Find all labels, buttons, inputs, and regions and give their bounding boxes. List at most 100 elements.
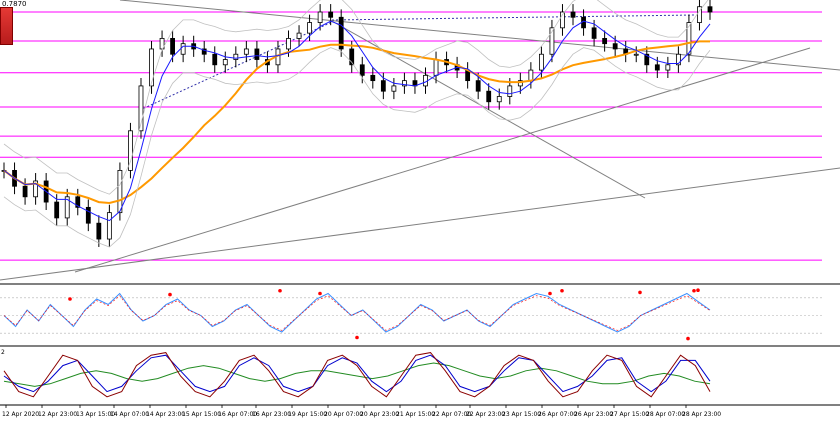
signal-dot bbox=[686, 336, 690, 341]
candle-body bbox=[233, 53, 239, 60]
candle-body bbox=[75, 196, 81, 208]
signal-dot bbox=[560, 288, 564, 293]
signal-dot bbox=[168, 292, 172, 297]
signal-dot bbox=[548, 291, 552, 296]
x-tick-label: 22 Apr 07:00 bbox=[432, 411, 471, 418]
x-tick-label: 26 Apr 07:00 bbox=[538, 411, 577, 418]
candle-body bbox=[328, 11, 334, 18]
price-label: 0.7870 bbox=[2, 0, 27, 8]
candle-body bbox=[149, 48, 154, 87]
candle-body bbox=[591, 27, 597, 39]
candle-body bbox=[254, 48, 260, 60]
candle-body bbox=[106, 212, 112, 240]
candle-body bbox=[222, 59, 228, 66]
candle-body bbox=[560, 11, 565, 29]
candle-body bbox=[654, 64, 660, 71]
candle-body bbox=[349, 48, 355, 66]
candle-body bbox=[496, 96, 502, 103]
candle-body bbox=[633, 53, 639, 56]
candle-body bbox=[296, 32, 302, 39]
candle-body bbox=[128, 130, 133, 171]
candle-body bbox=[549, 27, 555, 55]
x-tick-label: 20 Apr 23:00 bbox=[360, 411, 399, 418]
trendline bbox=[74, 47, 811, 273]
bollinger-lower bbox=[3, 47, 711, 248]
x-tick-label: 14 Apr 07:00 bbox=[110, 411, 149, 418]
x-tick-label: 23 Apr 15:00 bbox=[502, 411, 541, 418]
candle-body bbox=[170, 38, 175, 55]
candle-body bbox=[486, 90, 492, 103]
candle-body bbox=[570, 11, 576, 18]
x-tick-label: 13 Apr 15:00 bbox=[76, 411, 115, 418]
x-tick-label: 12 Apr 23:00 bbox=[38, 411, 77, 418]
candle-body bbox=[675, 53, 681, 66]
candle-body bbox=[317, 11, 323, 23]
x-tick-label: 21 Apr 15:00 bbox=[396, 411, 435, 418]
candle-body bbox=[286, 38, 291, 50]
candle-body bbox=[22, 185, 28, 198]
candle-body bbox=[370, 74, 376, 82]
candle-body bbox=[528, 69, 534, 82]
lower-panel-number: 2 bbox=[1, 349, 5, 356]
signal-dot bbox=[692, 288, 696, 293]
signal-dot bbox=[68, 297, 72, 301]
trendline bbox=[0, 167, 840, 281]
candle-body bbox=[33, 180, 39, 198]
candle-body bbox=[138, 85, 144, 132]
x-tick-label: 27 Apr 15:00 bbox=[610, 411, 649, 418]
moving-average-fast bbox=[3, 20, 711, 222]
x-tick-label: 14 Apr 23:00 bbox=[146, 411, 185, 418]
x-tick-label: 15 Apr 15:00 bbox=[182, 411, 221, 418]
signal-dot bbox=[318, 291, 322, 296]
candle-body bbox=[201, 48, 207, 55]
signal-dot bbox=[278, 288, 282, 293]
signal-dot bbox=[638, 290, 642, 295]
candle-body bbox=[391, 85, 397, 92]
candle-body bbox=[707, 6, 713, 13]
candle-body bbox=[475, 80, 481, 92]
candle-body bbox=[517, 80, 523, 87]
dashed-trendline bbox=[331, 14, 696, 21]
candle-body bbox=[180, 43, 186, 55]
x-tick-label: 16 Apr 07:00 bbox=[218, 411, 257, 418]
candle-body bbox=[380, 80, 386, 92]
candle-body bbox=[697, 6, 702, 23]
moving-average-slow bbox=[3, 40, 710, 205]
x-tick-label: 26 Apr 23:00 bbox=[574, 411, 613, 418]
candle-body bbox=[665, 64, 671, 71]
x-tick-label: 28 Apr 07:00 bbox=[646, 411, 685, 418]
candle-body bbox=[307, 22, 312, 34]
trendline bbox=[119, 0, 840, 71]
stochastic-d-line bbox=[3, 354, 711, 393]
candle-body bbox=[402, 80, 407, 87]
candle-body bbox=[54, 201, 60, 219]
candle-body bbox=[359, 64, 365, 76]
x-tick-label: 22 Apr 23:00 bbox=[466, 411, 505, 418]
candle-body bbox=[338, 16, 344, 50]
x-tick-label: 12 Apr 2020 bbox=[2, 411, 39, 418]
candle-body bbox=[433, 59, 439, 76]
candle-body bbox=[507, 85, 513, 97]
x-tick-label: 16 Apr 23:00 bbox=[252, 411, 291, 418]
trade-panel-button[interactable] bbox=[0, 7, 13, 45]
candle-body bbox=[539, 53, 544, 71]
candle-body bbox=[64, 196, 70, 219]
signal-dot bbox=[696, 288, 700, 293]
candle-body bbox=[212, 53, 218, 66]
signal-dot bbox=[355, 335, 359, 340]
candle-body bbox=[644, 53, 650, 66]
candle-body bbox=[117, 169, 123, 214]
oscillator-signal-line bbox=[3, 295, 711, 331]
candle-body bbox=[96, 222, 102, 240]
candle-body bbox=[602, 38, 608, 45]
candle-body bbox=[686, 22, 692, 55]
stochastic-k-line bbox=[3, 352, 711, 398]
stochastic-slow-line bbox=[3, 362, 711, 387]
x-tick-label: 19 Apr 15:00 bbox=[288, 411, 327, 418]
candle-body bbox=[612, 43, 618, 50]
candle-body bbox=[85, 206, 91, 224]
candle-body bbox=[243, 48, 249, 55]
x-tick-label: 28 Apr 23:00 bbox=[682, 411, 721, 418]
